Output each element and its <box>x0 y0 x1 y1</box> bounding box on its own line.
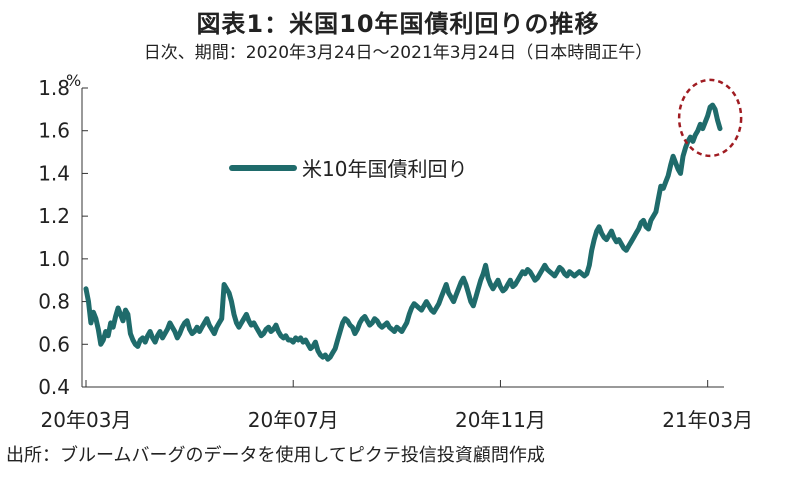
chart-title: 図表1：米国10年国債利回りの推移 <box>196 10 600 38</box>
y-tick-label: 0.4 <box>38 375 70 399</box>
legend-label: 米10年国債利回り <box>302 157 467 181</box>
chart-canvas: 0.4 0.6 0.8 1.0 1.2 1.4 1.6 1.8% 20年03月 20年07月 20年… <box>38 71 753 432</box>
y-tick-label: 1.2 <box>38 204 70 228</box>
x-tick-label: 21年03月 <box>662 408 753 432</box>
chart-subtitle: 日次、期間：2020年3月24日～2021年3月24日（日本時間正午） <box>143 43 653 63</box>
y-tick-label: 1.0 <box>38 247 70 271</box>
y-tick-label: 1.6 <box>38 119 70 143</box>
x-tick-label: 20年11月 <box>455 408 546 432</box>
series-line-us10y <box>83 102 723 362</box>
y-tick-label: 1.4 <box>38 161 70 185</box>
x-tick-label: 20年03月 <box>41 408 132 432</box>
y-tick-label: 1.8 <box>38 76 70 100</box>
highlight-circle <box>677 78 743 158</box>
x-tick-label: 20年07月 <box>248 408 339 432</box>
y-axis-unit: % <box>66 71 81 90</box>
y-tick-label: 0.8 <box>38 290 70 314</box>
chart-source: 出所：ブルームバーグのデータを使用してピクテ投信投資顧問作成 <box>6 445 545 466</box>
y-tick-label: 0.6 <box>38 332 70 356</box>
